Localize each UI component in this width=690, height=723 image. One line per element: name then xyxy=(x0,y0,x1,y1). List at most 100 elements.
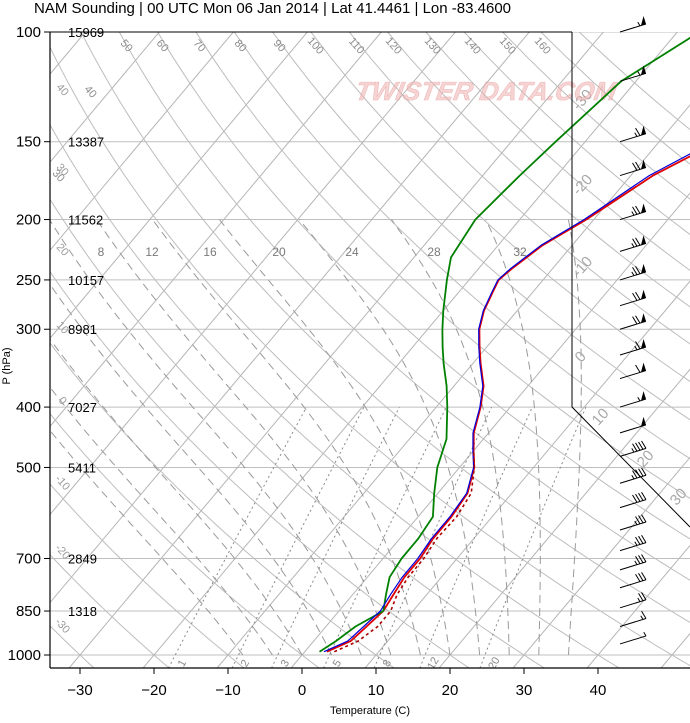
barb-half xyxy=(638,397,640,401)
dry-adiabat-label: 120 xyxy=(383,35,404,57)
left-isotherm-label: 20 xyxy=(54,241,71,258)
barb-half xyxy=(641,616,643,620)
height-label: 11562 xyxy=(68,213,103,228)
height-label: 15969 xyxy=(68,25,104,40)
barb-half xyxy=(632,272,634,276)
y-tick-label: 150 xyxy=(16,134,41,151)
barb-half xyxy=(632,212,634,216)
wind-barb xyxy=(620,290,646,306)
wind-barb xyxy=(620,554,646,569)
dry-adiabat-label: 40 xyxy=(82,83,99,100)
axes-labels: 1001502002503004005007008501000−30−20−10… xyxy=(1,24,606,717)
barb-flag xyxy=(641,264,646,274)
barb-flag xyxy=(641,363,646,373)
isotherm-line xyxy=(217,18,690,668)
height-label: 13387 xyxy=(68,135,104,150)
barb-staff xyxy=(620,500,646,508)
watermark: TWISTER DATA.COM xyxy=(353,76,620,106)
moist-adiabat xyxy=(486,220,541,656)
height-label: 2849 xyxy=(68,551,97,566)
barb-half xyxy=(632,475,634,479)
mixing-ratio-line xyxy=(232,407,364,668)
mixing-ratio-line xyxy=(272,407,400,668)
isotherm-line xyxy=(0,18,319,668)
isotherm-line xyxy=(661,18,690,668)
moist-adiabat xyxy=(0,220,302,656)
dry-adiabat-label: 50 xyxy=(118,37,135,54)
dry-adiabat xyxy=(234,32,690,668)
isotherm-line xyxy=(0,18,97,668)
y-tick-label: 400 xyxy=(16,399,41,416)
wind-barb xyxy=(620,391,646,407)
barb-flag xyxy=(641,339,646,349)
x-tick-label: 40 xyxy=(590,682,607,699)
barb-half xyxy=(635,561,637,565)
barb-flag xyxy=(641,391,646,401)
moist-adiabat-label: 12 xyxy=(145,245,159,259)
moist-adiabat-label: 16 xyxy=(203,245,217,259)
isotherm-line xyxy=(0,18,393,668)
dry-adiabat xyxy=(0,32,544,668)
barb-half xyxy=(635,542,637,546)
barb-flag xyxy=(641,16,646,26)
barb-flag xyxy=(641,290,646,300)
barb-staff xyxy=(620,600,646,608)
barb-staff xyxy=(620,321,646,329)
isotherm-line xyxy=(0,18,171,668)
dry-adiabat-label: 80 xyxy=(232,37,249,54)
dry-adiabat xyxy=(0,32,169,668)
isotherm-label: 10 xyxy=(589,405,613,429)
barb-staff xyxy=(620,636,646,644)
chart-title: NAM Sounding | 00 UTC Mon 06 Jan 2014 | … xyxy=(34,0,511,17)
mixing-ratio-label: 20 xyxy=(486,655,503,672)
height-label: 1318 xyxy=(68,604,97,619)
barb-half xyxy=(635,346,637,350)
dry-adiabat-label: 60 xyxy=(154,37,171,54)
isotherm-label: -20 xyxy=(569,171,596,198)
dry-adiabat xyxy=(503,32,690,668)
mixing-ratio-line xyxy=(324,407,447,668)
dry-adiabat-label: 140 xyxy=(462,35,483,57)
y-tick-label: 250 xyxy=(16,272,41,289)
barb-half xyxy=(638,598,640,602)
isotherm-label: 30 xyxy=(667,485,690,509)
y-axis-title: P (hPa) xyxy=(1,347,13,384)
wind-barb xyxy=(620,592,646,607)
barb-half xyxy=(632,243,634,247)
x-tick-label: −20 xyxy=(141,682,166,699)
x-tick-label: 30 xyxy=(516,682,533,699)
wind-barb xyxy=(620,126,646,142)
barb-flag xyxy=(641,204,646,214)
wind-barb xyxy=(620,468,646,483)
y-tick-label: 300 xyxy=(16,321,41,338)
left-isotherm-label: 0 xyxy=(56,395,69,408)
x-tick-label: 0 xyxy=(298,682,306,699)
barb-flag xyxy=(641,313,646,323)
barb-full xyxy=(636,365,640,372)
x-tick-label: −10 xyxy=(215,682,240,699)
barb-half xyxy=(635,133,637,137)
left-isotherm-label: -30 xyxy=(52,616,72,636)
mixing-ratio-label: 12 xyxy=(425,655,442,672)
y-tick-label: 1000 xyxy=(8,647,41,664)
barb-half xyxy=(632,448,634,452)
dry-adiabat-label: 70 xyxy=(191,37,208,54)
x-tick-label: 20 xyxy=(442,682,459,699)
barb-staff xyxy=(620,347,646,355)
barb-half xyxy=(638,71,640,75)
height-label: 7027 xyxy=(68,400,97,415)
isotherm-line xyxy=(0,18,467,668)
isotherm-line xyxy=(365,18,690,668)
wind-barb xyxy=(620,492,646,507)
height-label: 5411 xyxy=(68,460,96,475)
moist-adiabat-label: 20 xyxy=(272,245,286,259)
isotherm-line xyxy=(69,18,615,668)
x-tick-label: 10 xyxy=(368,682,385,699)
barb-staff xyxy=(620,522,646,530)
y-tick-label: 700 xyxy=(16,550,41,567)
wind-barb xyxy=(620,572,646,587)
barb-staff xyxy=(620,399,646,407)
dry-adiabat xyxy=(0,32,469,668)
